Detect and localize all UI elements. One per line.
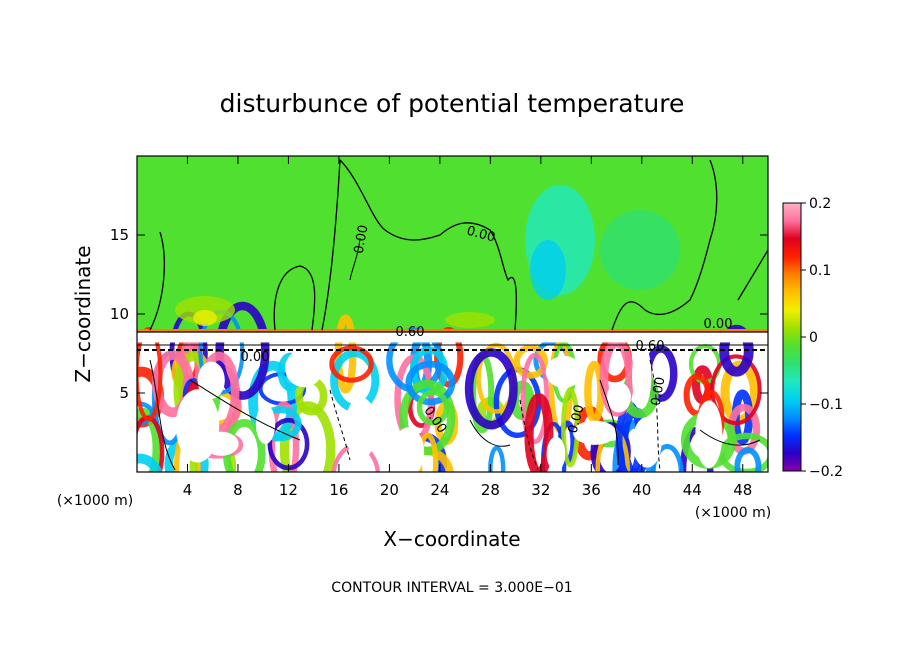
field-blob [606,382,631,413]
x-tick-label: 48 [733,481,752,499]
upper-field-patch [600,210,680,290]
x-unit-left: (×1000 m) [57,493,133,509]
field-blobs [137,185,768,472]
y-tick-label: 10 [110,305,129,323]
field-blob [344,397,377,459]
field-blob [572,420,617,445]
field-blob [650,444,684,472]
x-tick-label: 16 [329,481,348,499]
field-blob [279,401,336,472]
x-axis-label: X−coordinate [383,527,520,551]
field-blob [545,355,583,388]
x-tick-label: 40 [632,481,651,499]
colorbar-tick-label: −0.2 [809,464,843,480]
field-blob [329,345,374,383]
contour-label: 0.60 [396,325,425,340]
contour-label: 0.60 [636,339,665,354]
upper-field-patch [530,240,566,300]
colorbar-fill [783,203,801,471]
colorbar-ticks: 0.2 0.1 0 −0.1 −0.2 [801,196,843,480]
contour-lines [137,158,768,471]
y-axis: 5 10 15 [110,226,768,402]
y-tick-label: 5 [119,384,129,402]
x-unit-right: (×1000 m) [695,505,771,521]
x-tick-label: 36 [582,481,601,499]
colorbar-tick-label: 0.2 [809,196,831,212]
upper-field-patch [445,312,495,328]
field-blob [734,447,762,472]
x-tick-label: 4 [183,481,193,499]
inversion-band [137,329,768,343]
field-blob [513,344,549,379]
field-blob [464,348,518,430]
field-blob [632,416,662,468]
colorbar-tick-label: 0 [809,330,818,346]
x-tick-label: 32 [531,481,550,499]
x-tick-label: 8 [233,481,243,499]
field-blob [612,419,656,472]
contour-label: 0.00 [704,317,733,332]
colorbar-tick-label: −0.1 [809,397,843,413]
x-axis: 4 8 12 16 20 24 28 32 36 40 44 48 [183,156,752,499]
contour-labels: 0.000.000.600.000.600.000.00 0.000.00 [241,224,733,437]
contour-interval-note: CONTOUR INTERVAL = 3.000E−01 [331,580,572,596]
contour-label: 0.00 [241,350,270,365]
field-blob [285,349,324,388]
contour-label: 0.00 [566,403,588,435]
x-tick-label: 44 [683,481,702,499]
y-tick-label: 15 [110,226,129,244]
x-tick-label: 28 [481,481,500,499]
x-tick-label: 12 [279,481,298,499]
field-blob [137,453,163,472]
x-tick-label: 20 [380,481,399,499]
field-blob [392,427,425,472]
field-blob [524,393,554,472]
chart-title: disturbunce of potential temperature [220,89,685,118]
x-tick-label: 24 [430,481,449,499]
plot-area: 0.000.000.600.000.600.000.00 0.000.00 [137,156,768,472]
inversion-edge [137,329,768,333]
field-blob [197,361,225,400]
contour-label: 0.00 [649,376,669,407]
field-blob [416,389,450,426]
field-blob [399,379,456,456]
field-blob [632,342,652,409]
field-blob [405,360,456,406]
field-blob [546,436,566,472]
upper-field-patch [193,310,217,326]
field-blob [695,400,723,469]
field-blob [203,431,239,456]
y-axis-label: Z−coordinate [71,245,95,382]
colorbar-tick-label: 0.1 [809,263,831,279]
colorbar: 0.2 0.1 0 −0.1 −0.2 [782,196,843,480]
contour-label: 0.00 [465,224,497,246]
field-blob [710,354,762,426]
contour-label: 0.00 [352,224,372,255]
